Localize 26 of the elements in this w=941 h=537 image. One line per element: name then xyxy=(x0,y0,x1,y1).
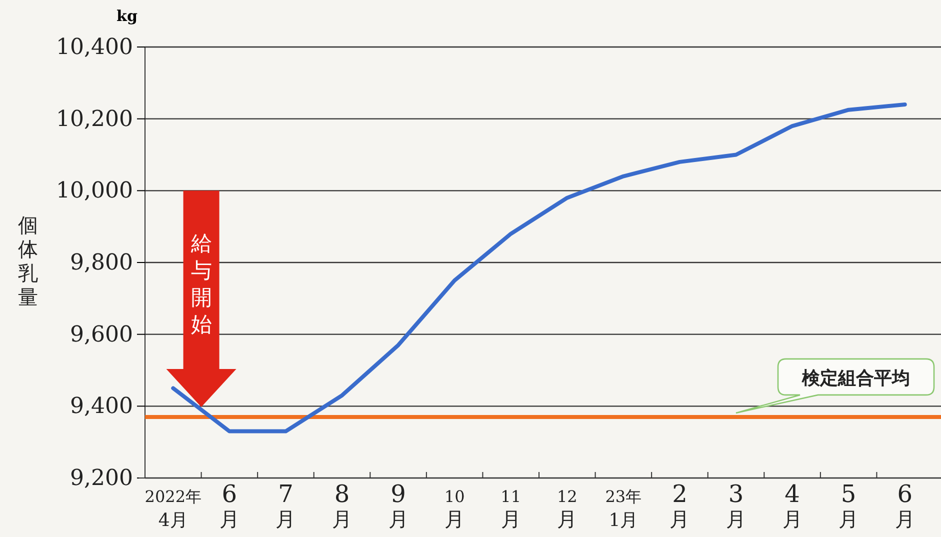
y-axis-title: 個体乳量 xyxy=(18,213,38,309)
x-tick-label: 4月 xyxy=(782,480,802,531)
text: kg xyxy=(116,7,138,25)
x-tick-label: 2月 xyxy=(670,480,690,531)
x-tick-label: 12月 xyxy=(556,487,578,531)
x-tick-label: 7月 xyxy=(276,480,296,531)
x-tick-label: 8月 xyxy=(332,480,352,531)
x-tick-label: 9月 xyxy=(388,480,408,531)
x-tick-label: 6月 xyxy=(894,480,915,531)
line-series xyxy=(171,102,907,434)
annotation: 給与開始 xyxy=(190,232,212,337)
y-tick-label: 10,000 xyxy=(56,178,133,204)
y-tick-label: 10,200 xyxy=(56,106,133,132)
x-tick-label: 6月 xyxy=(219,480,240,531)
x-tick-label: 5月 xyxy=(838,480,859,531)
y-tick-label: 9,400 xyxy=(70,394,133,420)
x-tick-label: 3月 xyxy=(726,480,746,531)
x-tick-label: 23年1月 xyxy=(605,487,642,531)
x-tick-label: 10月 xyxy=(444,487,465,531)
x-tick-label: 11月 xyxy=(500,487,522,531)
y-tick-label: 9,600 xyxy=(70,322,133,348)
ref-line-label: 検定組合平均 xyxy=(801,368,910,389)
y-tick-label: 10,400 xyxy=(56,35,133,60)
y-tick-label: 9,800 xyxy=(70,250,133,276)
x-tick-label: 2022年4月 xyxy=(144,487,202,531)
y-tick-label: 9,200 xyxy=(70,466,133,492)
